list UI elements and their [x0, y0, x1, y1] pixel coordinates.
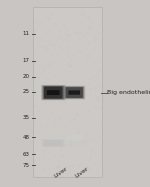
FancyBboxPatch shape — [64, 140, 84, 146]
FancyBboxPatch shape — [64, 86, 84, 99]
FancyBboxPatch shape — [63, 86, 85, 99]
Text: 20: 20 — [22, 74, 29, 79]
FancyBboxPatch shape — [66, 87, 83, 98]
FancyBboxPatch shape — [64, 135, 84, 140]
Text: 48: 48 — [22, 135, 29, 140]
FancyBboxPatch shape — [41, 139, 65, 147]
FancyBboxPatch shape — [44, 135, 63, 140]
Text: Liver: Liver — [53, 166, 69, 179]
Text: 11: 11 — [22, 31, 29, 36]
Text: 75: 75 — [22, 163, 29, 168]
Text: 25: 25 — [22, 89, 29, 94]
Text: 17: 17 — [22, 58, 29, 63]
FancyBboxPatch shape — [66, 140, 83, 146]
FancyBboxPatch shape — [63, 140, 85, 147]
FancyBboxPatch shape — [41, 85, 65, 100]
Bar — [33, 7, 102, 177]
FancyBboxPatch shape — [47, 90, 60, 95]
FancyBboxPatch shape — [68, 90, 80, 95]
FancyBboxPatch shape — [43, 135, 64, 140]
Text: Big endothelin-1: Big endothelin-1 — [107, 90, 150, 95]
FancyBboxPatch shape — [41, 134, 65, 141]
FancyBboxPatch shape — [43, 86, 64, 99]
Text: 35: 35 — [22, 115, 29, 120]
FancyBboxPatch shape — [66, 135, 83, 140]
Text: 63: 63 — [22, 152, 29, 157]
Text: Liver: Liver — [74, 166, 90, 179]
FancyBboxPatch shape — [43, 140, 64, 147]
FancyBboxPatch shape — [44, 140, 63, 146]
FancyBboxPatch shape — [44, 86, 63, 99]
